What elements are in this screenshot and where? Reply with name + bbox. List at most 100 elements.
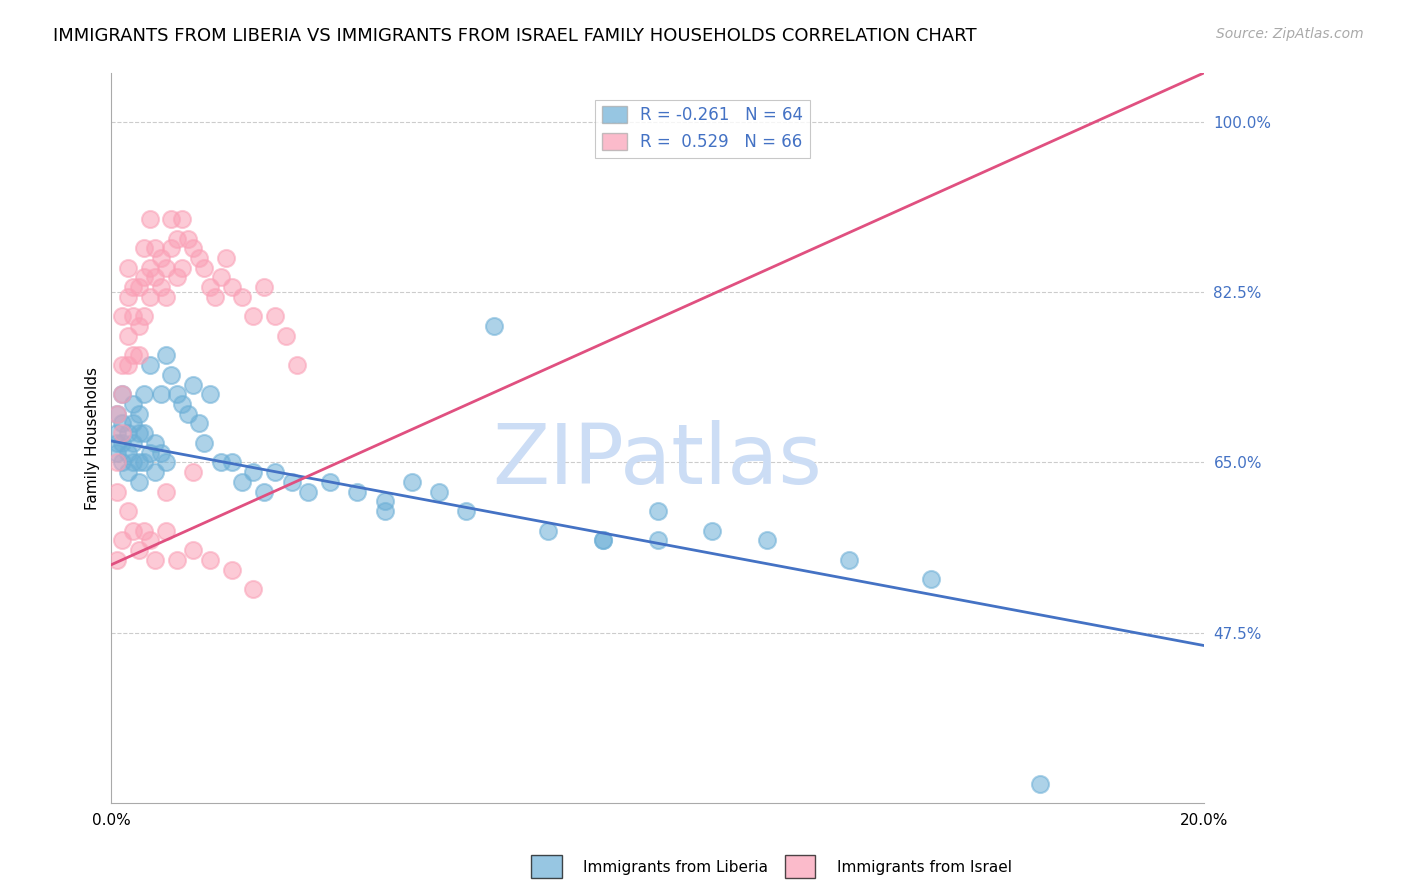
Point [155,524,177,538]
Point [160,368,183,382]
Point [134,524,156,538]
Point [111,417,134,431]
Point [183,465,205,479]
Point [117,504,139,518]
Point [122,436,145,450]
Point [149,446,172,460]
Point [155,484,177,499]
Point [128,319,150,334]
Point [276,329,298,343]
Point [172,260,194,275]
Point [204,290,226,304]
Point [242,310,264,324]
Point [155,348,177,362]
Point [537,524,560,538]
Point [319,475,342,489]
Point [592,533,614,548]
Point [134,426,156,441]
Point [111,387,134,401]
Point [117,290,139,304]
Point [122,310,145,324]
Point [155,290,177,304]
Point [221,562,243,576]
Point [209,270,232,285]
Text: Immigrants from Liberia: Immigrants from Liberia [583,860,769,874]
Point [253,280,276,294]
Point [373,504,395,518]
Point [155,455,177,469]
Text: ZIPatlas: ZIPatlas [492,419,823,500]
Point [122,524,145,538]
Text: Immigrants from Israel: Immigrants from Israel [837,860,1011,874]
Point [138,533,160,548]
Point [111,426,134,441]
Point [117,260,139,275]
Legend: R = -0.261   N = 64, R =  0.529   N = 66: R = -0.261 N = 64, R = 0.529 N = 66 [595,100,810,158]
Point [838,553,860,567]
Point [187,251,209,265]
Point [111,455,134,469]
Point [105,426,128,441]
Point [242,582,264,596]
Point [482,319,505,334]
Point [373,494,395,508]
Point [253,484,276,499]
Point [134,455,156,469]
Point [346,484,368,499]
Point [193,260,215,275]
Point [198,387,221,401]
Point [285,358,308,372]
Point [183,543,205,558]
Point [215,251,238,265]
Point [111,436,134,450]
Point [160,241,183,255]
Point [134,241,156,255]
Point [122,348,145,362]
Point [231,290,253,304]
Point [105,446,128,460]
Point [198,553,221,567]
Point [155,260,177,275]
Y-axis label: Family Households: Family Households [86,367,100,509]
Point [149,280,172,294]
Point [105,553,128,567]
Point [138,358,160,372]
Point [242,465,264,479]
Point [111,387,134,401]
Point [117,446,139,460]
Point [702,524,724,538]
Point [117,465,139,479]
Point [122,280,145,294]
Point [122,417,145,431]
Point [128,280,150,294]
Point [143,436,166,450]
Point [134,387,156,401]
Point [166,387,188,401]
Point [138,290,160,304]
Point [166,270,188,285]
Point [166,553,188,567]
Point [456,504,478,518]
Point [280,475,302,489]
Point [177,407,200,421]
Point [105,455,128,469]
Point [128,426,150,441]
Point [264,465,287,479]
Point [172,212,194,227]
Point [138,446,160,460]
Point [172,397,194,411]
Point [647,533,669,548]
Point [117,358,139,372]
Point [193,436,215,450]
Point [920,572,942,586]
Point [111,358,134,372]
Point [134,270,156,285]
Point [138,260,160,275]
Point [592,533,614,548]
Point [128,475,150,489]
Point [209,455,232,469]
Point [134,310,156,324]
Point [1029,777,1052,791]
Point [221,280,243,294]
Point [105,407,128,421]
